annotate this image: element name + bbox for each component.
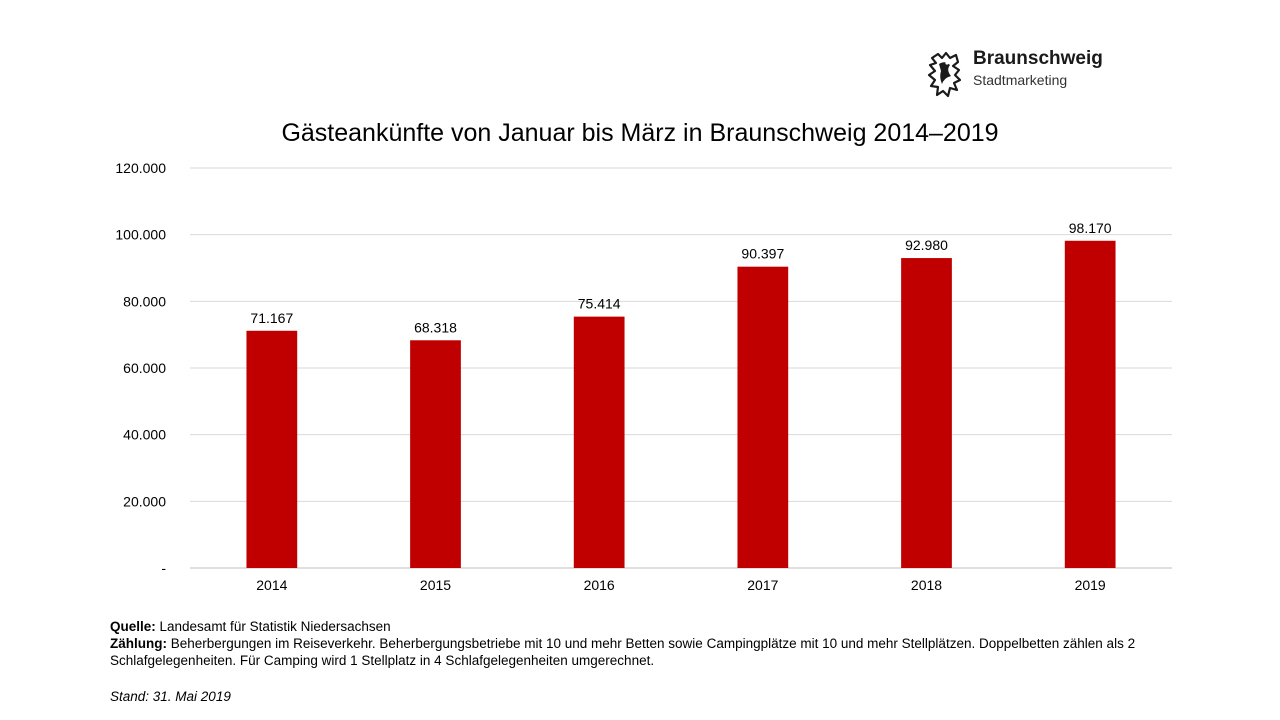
data-label: 68.318 (414, 319, 457, 335)
bar (737, 266, 789, 568)
x-axis-ticks: 2014 2015 2016 2017 2018 2019 (256, 577, 1106, 593)
data-labels: 71.167 68.318 75.414 90.397 92.980 98.170 (250, 220, 1111, 336)
bar (410, 340, 461, 568)
logo-name: Braunschweig (973, 48, 1103, 69)
data-label: 90.397 (741, 246, 784, 262)
y-tick-label: 40.000 (123, 427, 166, 443)
lion-crest-icon (927, 51, 962, 98)
chart-notes: Quelle: Landesamt für Statistik Niedersa… (110, 618, 1230, 669)
bars (246, 240, 1116, 568)
data-label: 92.980 (905, 237, 948, 253)
data-label: 98.170 (1069, 220, 1112, 236)
bar (246, 330, 298, 568)
bar (573, 316, 625, 568)
bar (901, 258, 952, 568)
x-tick-label: 2015 (420, 577, 451, 593)
data-label: 71.167 (250, 310, 293, 326)
bar (1064, 240, 1116, 568)
x-tick-label: 2018 (911, 577, 942, 593)
y-tick-label: 100.000 (115, 227, 166, 243)
chart-title: Gästeankünfte von Januar bis März in Bra… (281, 119, 999, 147)
x-tick-label: 2016 (584, 577, 615, 593)
source-line: Quelle: Landesamt für Statistik Niedersa… (110, 618, 1230, 635)
x-tick-label: 2017 (747, 577, 778, 593)
source-label: Quelle: (110, 619, 156, 634)
y-tick-label: 60.000 (123, 360, 166, 376)
count-text: Beherbergungen im Reiseverkehr. Beherber… (110, 636, 1136, 668)
x-tick-label: 2014 (256, 577, 287, 593)
gridlines (190, 167, 1172, 569)
y-tick-label: 120.000 (115, 160, 166, 176)
count-label: Zählung: (110, 636, 167, 651)
braunschweig-logo: Braunschweig Stadtmarketing (926, 48, 1126, 104)
x-tick-label: 2019 (1075, 577, 1106, 593)
source-text: Landesamt für Statistik Niedersachsen (155, 619, 391, 634)
y-tick-label: - (161, 560, 166, 576)
y-tick-label: 80.000 (123, 293, 166, 309)
y-axis-ticks: - 20.000 40.000 60.000 80.000 100.000 120.000 (115, 160, 166, 576)
y-tick-label: 20.000 (123, 493, 166, 509)
stand-date: Stand: 31. Mai 2019 (110, 689, 231, 704)
logo-subtitle: Stadtmarketing (973, 72, 1068, 88)
count-line: Zählung: Beherbergungen im Reiseverkehr.… (110, 635, 1230, 669)
data-label: 75.414 (578, 296, 621, 312)
